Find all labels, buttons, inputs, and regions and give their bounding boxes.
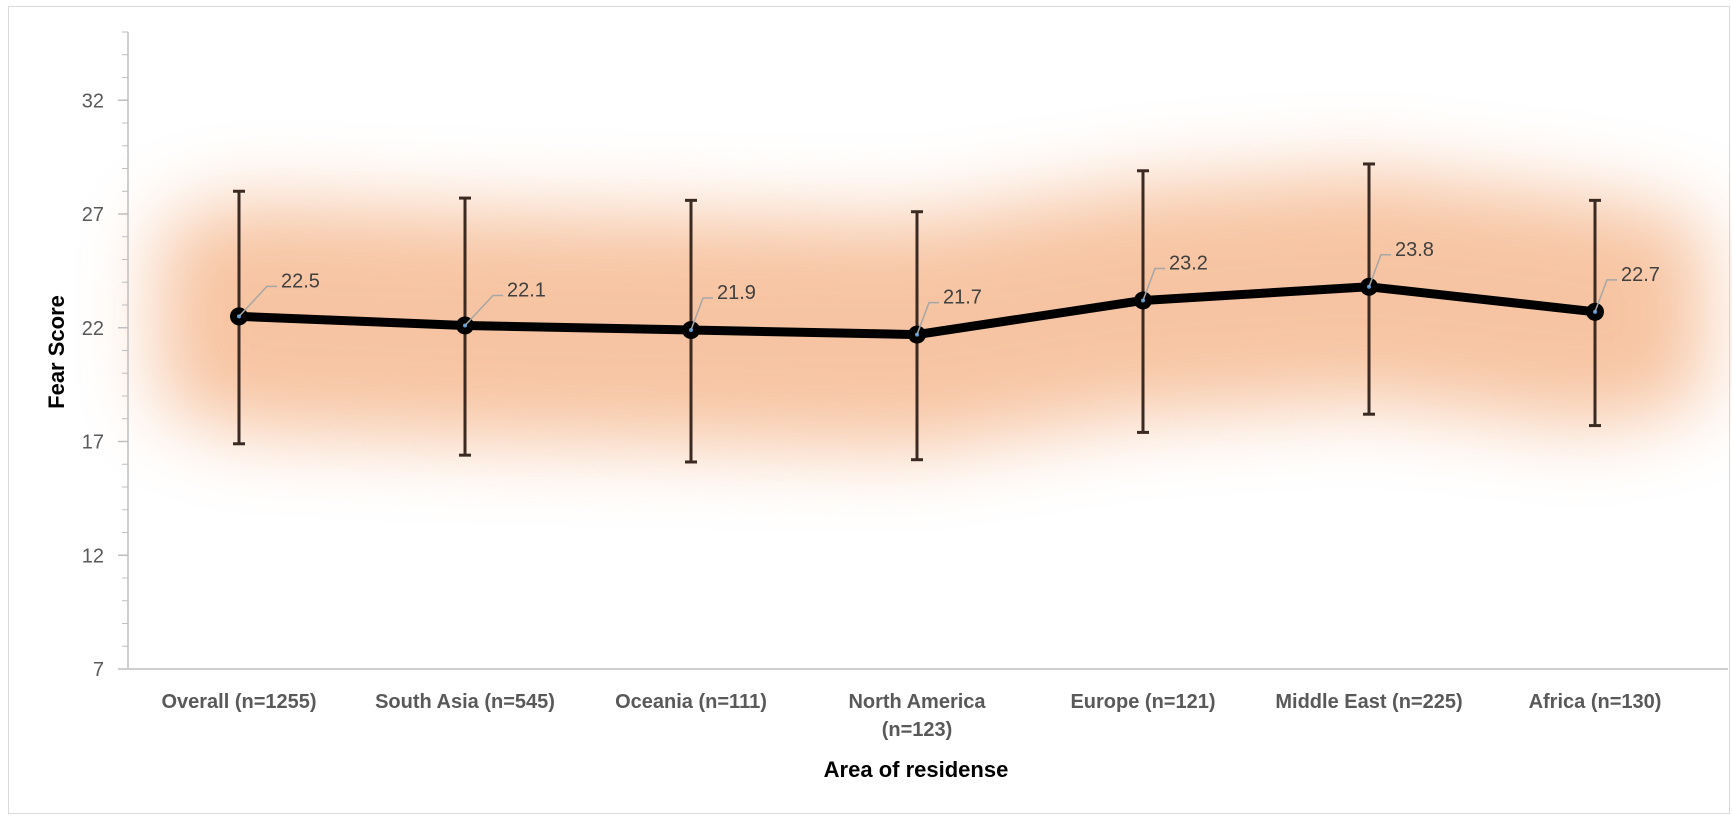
data-label: 22.1 bbox=[507, 279, 546, 301]
data-label: 23.8 bbox=[1395, 239, 1434, 261]
x-category-label: Africa (n=130) bbox=[1529, 691, 1662, 713]
x-category-label: Oceania (n=111) bbox=[615, 691, 767, 713]
y-tick-label: 12 bbox=[82, 545, 104, 567]
data-label: 21.9 bbox=[717, 282, 756, 304]
y-tick-label: 7 bbox=[93, 659, 104, 681]
data-label-leader bbox=[1594, 279, 1617, 313]
axes: 7 12 17 22 27 32 bbox=[82, 31, 1728, 681]
x-category-label: Europe (n=121) bbox=[1070, 691, 1215, 713]
y-tick-label: 22 bbox=[82, 318, 104, 340]
data-label-leader bbox=[1142, 267, 1165, 301]
data-label: 23.2 bbox=[1169, 252, 1208, 274]
data-label-leader bbox=[690, 297, 713, 331]
data-labels: 22.5 22.1 21.9 21.7 23.2 23.8 22.7 bbox=[238, 239, 1660, 335]
x-axis-title: Area of residense bbox=[824, 757, 1009, 782]
data-label: 22.5 bbox=[281, 270, 320, 292]
data-label: 22.7 bbox=[1621, 264, 1660, 286]
data-label-leader bbox=[916, 301, 939, 335]
x-category-label: South Asia (n=545) bbox=[375, 691, 555, 713]
y-tick-label: 32 bbox=[82, 90, 104, 112]
data-label: 21.7 bbox=[943, 287, 982, 309]
y-tick-label: 17 bbox=[82, 432, 104, 454]
category-labels: Overall (n=1255) South Asia (n=545) Oceani… bbox=[161, 691, 1661, 741]
x-category-label: North America bbox=[848, 691, 986, 713]
x-category-label: (n=123) bbox=[882, 719, 953, 741]
data-label-leader bbox=[1368, 254, 1391, 288]
data-label-leader bbox=[464, 294, 503, 326]
glow-effect bbox=[159, 171, 1705, 450]
y-tick-label: 27 bbox=[82, 204, 104, 226]
data-label-leader bbox=[238, 285, 277, 317]
x-category-label: Middle East (n=225) bbox=[1275, 691, 1462, 713]
x-category-label: Overall (n=1255) bbox=[161, 691, 316, 713]
glow-band bbox=[159, 171, 1705, 450]
y-axis-title: Fear Score bbox=[44, 295, 69, 409]
